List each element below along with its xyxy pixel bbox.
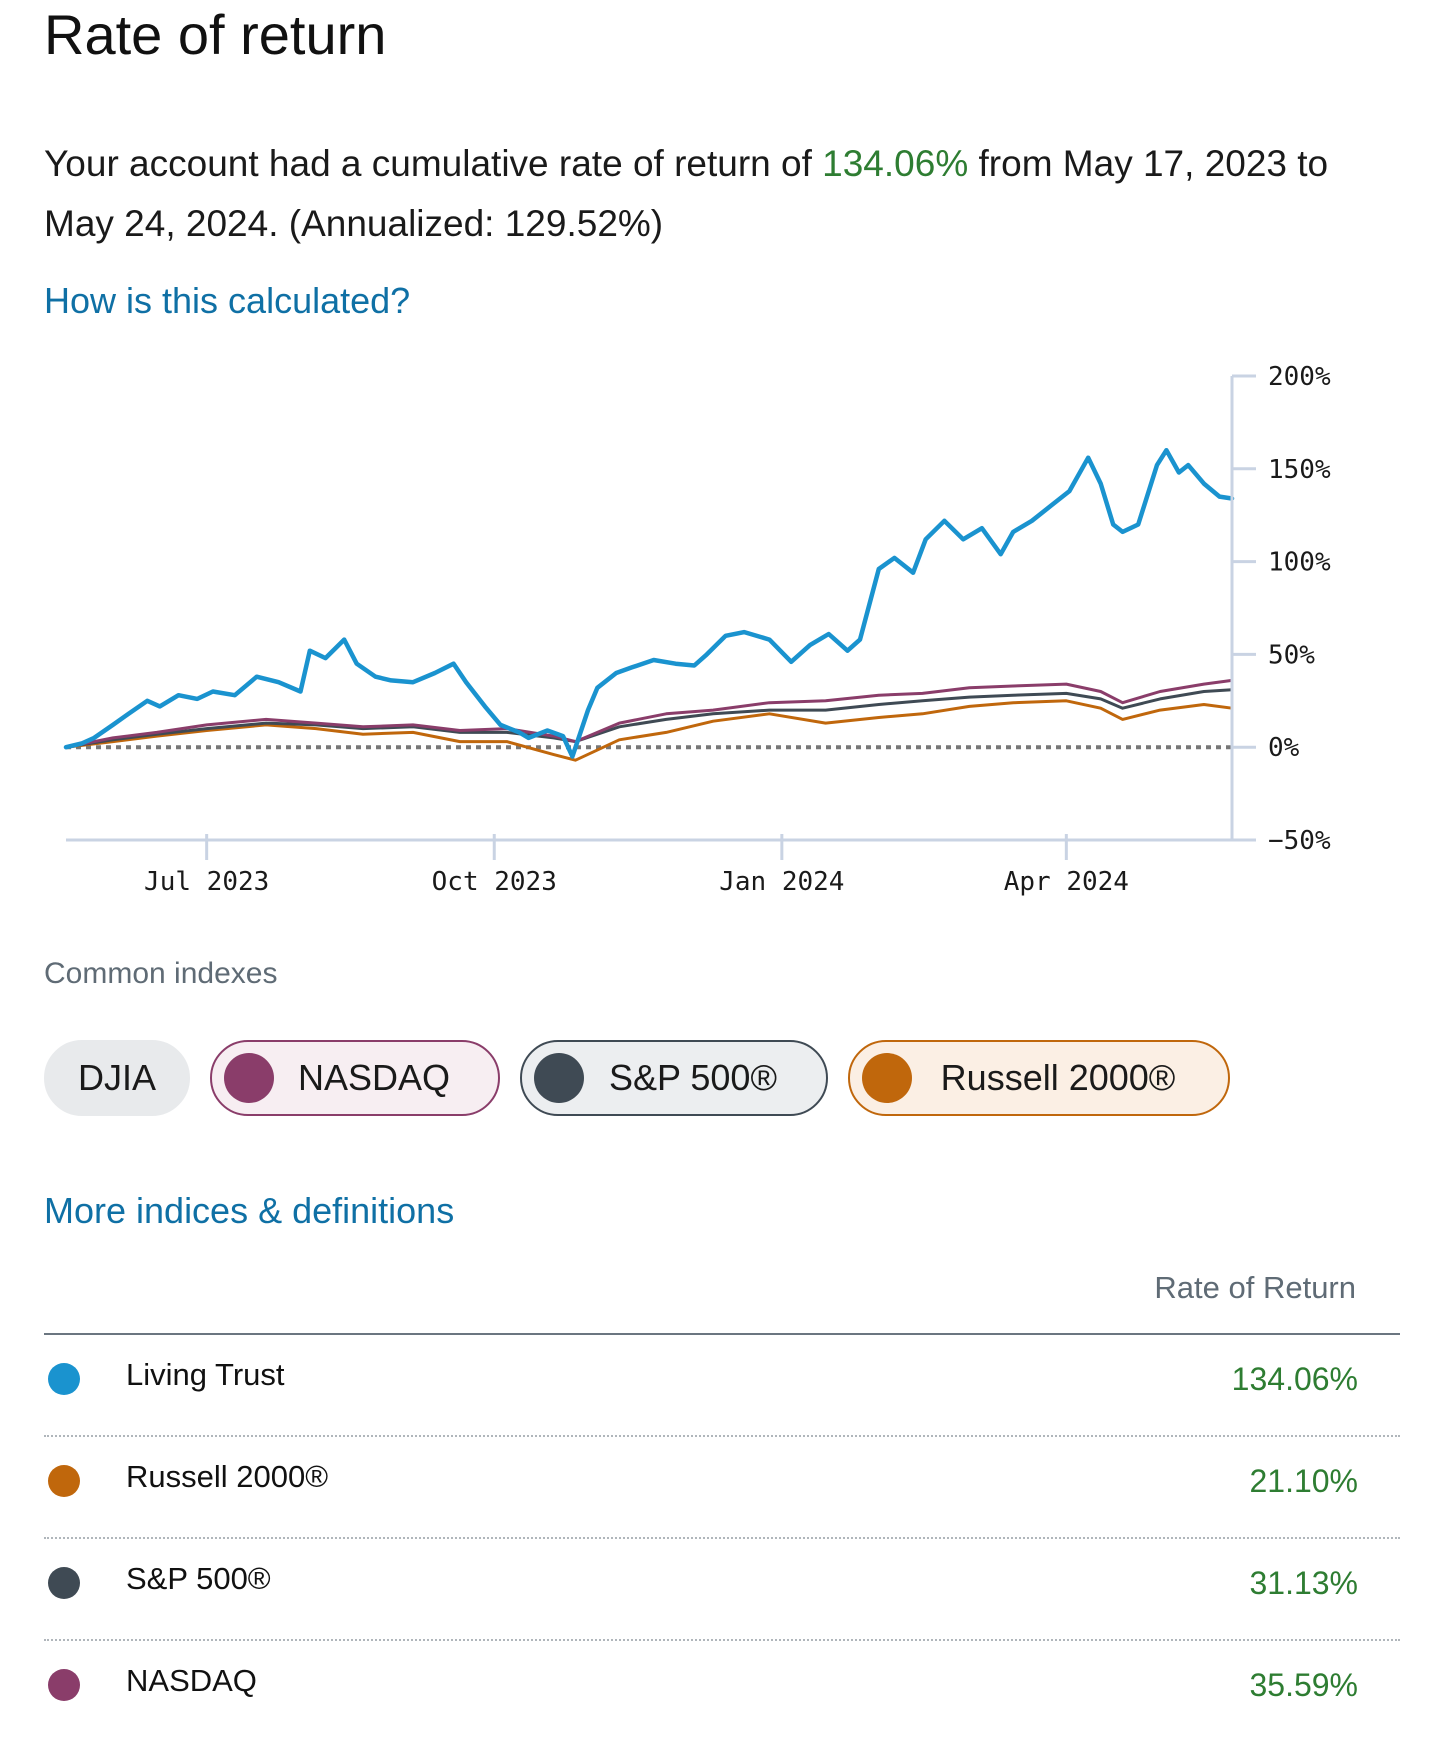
- summary-suffix: from May 17, 2023 to May 24, 2024. (Annu…: [44, 143, 1329, 244]
- row-name: Russell 2000®: [126, 1459, 329, 1494]
- page-title: Rate of return: [44, 3, 387, 66]
- x-tick-label: Jan 2024: [719, 867, 844, 897]
- table-divider: [44, 1333, 1400, 1335]
- y-tick-label: 200%: [1268, 362, 1331, 392]
- y-tick-label: 100%: [1268, 548, 1331, 578]
- nasdaq-color-dot: [224, 1053, 274, 1103]
- summary-return-value: 134.06%: [822, 143, 969, 184]
- x-tick-label: Oct 2023: [432, 867, 557, 897]
- sp500-chip[interactable]: S&P 500®: [520, 1040, 828, 1116]
- table-row: Russell 2000® 21.10%: [44, 1437, 1400, 1539]
- sp500-dot: [48, 1567, 80, 1599]
- rate-of-return-chart: Jul 2023 Oct 2023 Jan 2024 Apr 2024 200% 150…: [63, 362, 1331, 897]
- sp500-color-dot: [534, 1053, 584, 1103]
- y-tick-label: 150%: [1268, 455, 1331, 485]
- chip-label: S&P 500®: [609, 1057, 777, 1098]
- common-indexes-label: Common indexes: [44, 957, 278, 990]
- row-separator: [44, 1639, 1400, 1641]
- russell-dot: [48, 1465, 80, 1497]
- x-tick-label: Apr 2024: [1004, 867, 1129, 897]
- nasdaq-dot: [48, 1669, 80, 1701]
- table-row: NASDAQ 35.59%: [44, 1641, 1400, 1743]
- chip-label: DJIA: [77, 1057, 156, 1098]
- russell-color-dot: [862, 1053, 912, 1103]
- row-value: 134.06%: [1231, 1361, 1358, 1397]
- table-row: S&P 500® 31.13%: [44, 1539, 1400, 1641]
- y-tick-label: −50%: [1268, 826, 1331, 856]
- summary-text: Your account had a cumulative rate of re…: [44, 134, 1364, 254]
- how-calculated-link[interactable]: How is this calculated?: [44, 280, 411, 321]
- series-line-russell: [64, 699, 1234, 762]
- series-line-sp500: [64, 688, 1234, 749]
- table-row: Living Trust 134.06%: [44, 1335, 1400, 1437]
- chip-label: Russell 2000®: [940, 1057, 1176, 1098]
- x-tick-label: Jul 2023: [144, 867, 269, 897]
- row-value: 21.10%: [1249, 1463, 1358, 1499]
- row-name: Living Trust: [126, 1357, 285, 1392]
- row-separator: [44, 1435, 1400, 1437]
- row-separator: [44, 1537, 1400, 1539]
- row-name: S&P 500®: [126, 1561, 271, 1596]
- russell-chip[interactable]: Russell 2000®: [848, 1040, 1230, 1116]
- y-tick-label: 0%: [1268, 733, 1300, 763]
- rate-of-return-header: Rate of Return: [1154, 1270, 1356, 1305]
- row-name: NASDAQ: [126, 1663, 257, 1698]
- summary-prefix: Your account had a cumulative rate of re…: [44, 143, 823, 184]
- series-line-nasdaq: [64, 678, 1234, 749]
- djia-chip[interactable]: DJIA: [44, 1040, 190, 1116]
- living-trust-dot: [48, 1363, 80, 1395]
- y-tick-label: 50%: [1268, 640, 1315, 670]
- row-value: 31.13%: [1249, 1565, 1358, 1601]
- nasdaq-chip[interactable]: NASDAQ: [210, 1040, 500, 1116]
- row-value: 35.59%: [1249, 1667, 1358, 1703]
- more-indices-link[interactable]: More indices & definitions: [44, 1190, 455, 1231]
- chip-label: NASDAQ: [297, 1057, 451, 1098]
- series-line-living-trust: [63, 447, 1235, 759]
